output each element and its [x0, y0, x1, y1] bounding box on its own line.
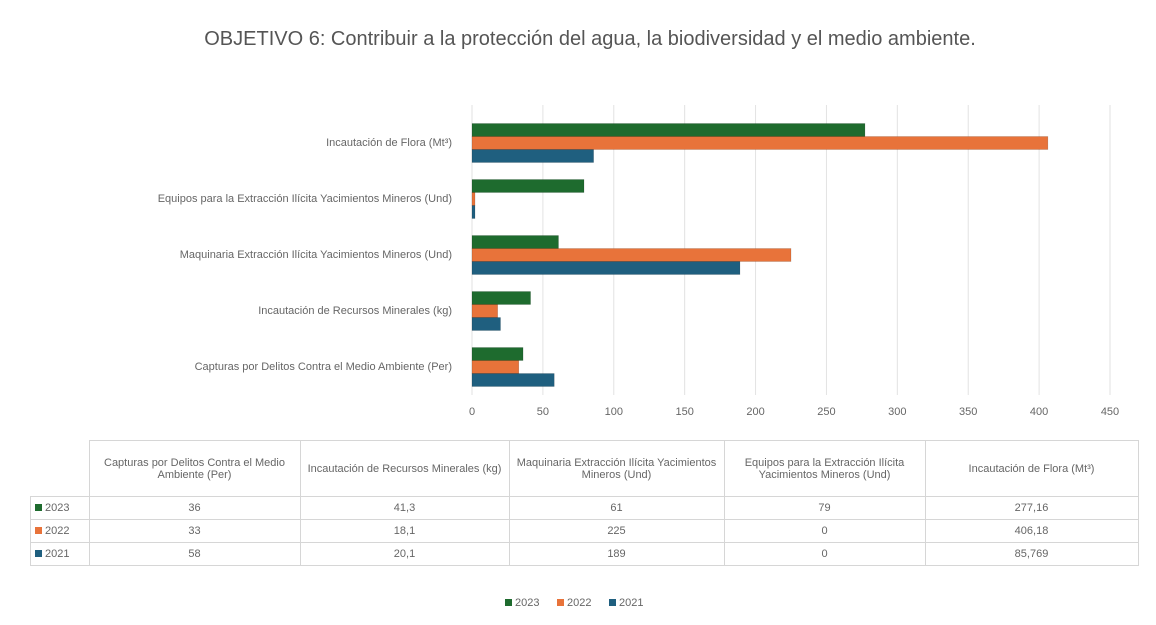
legend-swatch: [35, 527, 42, 534]
legend-label: 2022: [567, 597, 591, 609]
y-tick-label: Incautación de Flora (Mt³): [326, 137, 452, 149]
bar: [471, 304, 498, 318]
bar: [471, 291, 531, 305]
table-cell: 36: [88, 496, 301, 520]
table-cell: 18,1: [299, 519, 510, 543]
x-tick-label: 250: [817, 406, 835, 418]
x-tick-label: 50: [537, 406, 549, 418]
table-corner: [30, 440, 90, 497]
x-tick-label: 400: [1030, 406, 1048, 418]
series-name: 2022: [45, 525, 70, 537]
bar: [471, 205, 476, 219]
series-name: 2023: [45, 502, 70, 514]
bar: [471, 179, 585, 193]
legend-swatch: [609, 599, 616, 606]
bar: [471, 373, 555, 387]
table-header-row: Capturas por Delitos Contra el Medio Amb…: [30, 440, 1139, 497]
table-header: Incautación de Flora (Mt³): [924, 440, 1139, 497]
table-header: Incautación de Recursos Minerales (kg): [299, 440, 510, 497]
table-cell: 79: [723, 496, 926, 520]
table-cell: 41,3: [299, 496, 510, 520]
legend-swatch: [35, 504, 42, 511]
table-header: Maquinaria Extracción Ilícita Yacimiento…: [508, 440, 725, 497]
bar: [471, 192, 476, 206]
x-tick-label: 150: [675, 406, 693, 418]
table-cell: 20,1: [299, 542, 510, 566]
table-row: 2022 33 18,1 225 0 406,18: [30, 519, 1139, 543]
y-tick-label: Incautación de Recursos Minerales (kg): [258, 305, 452, 317]
table-cell: 225: [508, 519, 725, 543]
table-cell: 61: [508, 496, 725, 520]
x-tick-label: 100: [605, 406, 623, 418]
legend-label: 2023: [515, 597, 539, 609]
bar: [471, 248, 792, 262]
table-row-header: 2021: [30, 542, 90, 566]
table-row: 2023 36 41,3 61 79 277,16: [30, 496, 1139, 520]
bar: [471, 347, 524, 361]
table-row-header: 2023: [30, 496, 90, 520]
legend-label: 2021: [619, 597, 643, 609]
table-cell: 58: [88, 542, 301, 566]
table-cell: 33: [88, 519, 301, 543]
table-cell: 406,18: [924, 519, 1139, 543]
table-cell: 85,769: [924, 542, 1139, 566]
series-name: 2021: [45, 548, 70, 560]
bar: [471, 317, 501, 331]
table-cell: 0: [723, 542, 926, 566]
bar: [471, 136, 1049, 150]
y-tick-label: Equipos para la Extracción Ilícita Yacim…: [158, 193, 452, 205]
x-tick-label: 200: [746, 406, 764, 418]
y-tick-label: Maquinaria Extracción Ilícita Yacimiento…: [180, 249, 452, 261]
data-table: Capturas por Delitos Contra el Medio Amb…: [30, 440, 1139, 566]
x-tick-label: 0: [469, 406, 475, 418]
table-cell: 0: [723, 519, 926, 543]
legend-swatch: [557, 599, 564, 606]
bar: [471, 360, 520, 374]
x-tick-label: 450: [1101, 406, 1119, 418]
y-tick-label: Capturas por Delitos Contra el Medio Amb…: [195, 361, 452, 373]
table-row: 2021 58 20,1 189 0 85,769: [30, 542, 1139, 566]
legend-swatch: [505, 599, 512, 606]
bar: [471, 235, 559, 249]
bar: [471, 261, 741, 275]
table-header: Equipos para la Extracción Ilícita Yacim…: [723, 440, 926, 497]
table-cell: 189: [508, 542, 725, 566]
x-tick-label: 300: [888, 406, 906, 418]
bar: [471, 123, 866, 137]
x-tick-label: 350: [959, 406, 977, 418]
table-row-header: 2022: [30, 519, 90, 543]
chart-title: OBJETIVO 6: Contribuir a la protección d…: [204, 28, 976, 50]
table-header: Capturas por Delitos Contra el Medio Amb…: [88, 440, 301, 497]
bar: [471, 149, 594, 163]
table-cell: 277,16: [924, 496, 1139, 520]
legend-swatch: [35, 550, 42, 557]
